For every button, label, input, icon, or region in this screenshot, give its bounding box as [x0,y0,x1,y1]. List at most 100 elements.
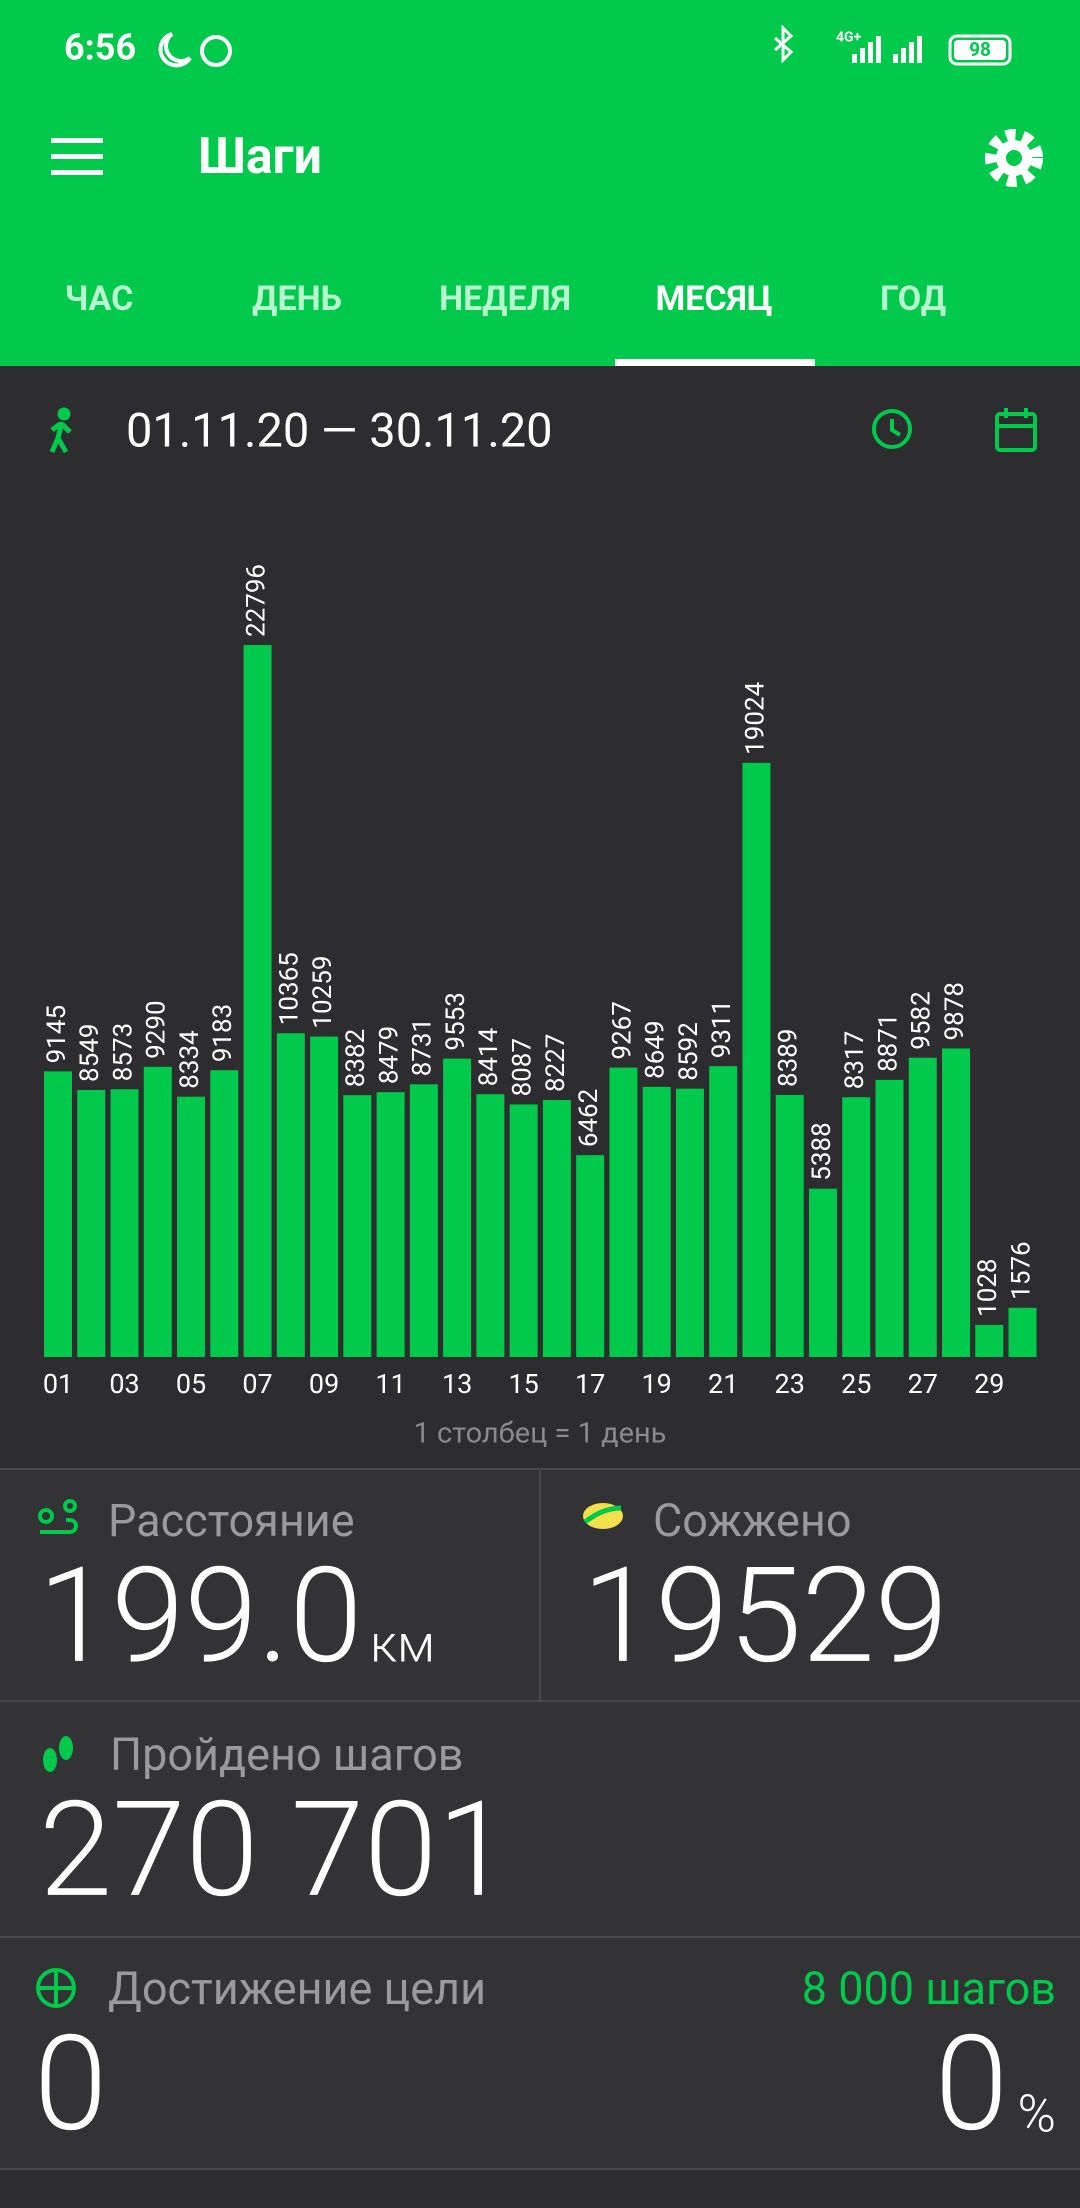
steps-value: 270 701 [39,1774,510,1928]
moon-icon [158,32,192,68]
burned-value: 19529 [582,1540,948,1694]
x-tick-label: 11 [375,1368,405,1400]
value-label: 9183 [208,1004,238,1062]
bar [709,1066,738,1357]
battery-level [954,40,1006,60]
value-label: 10259 [308,956,338,1029]
bar [842,1097,871,1357]
tab[interactable]: ДЕНЬ [252,279,342,319]
value-label: 9553 [441,992,471,1050]
battery-icon [948,34,1012,66]
bar [409,1084,438,1357]
x-tick-label: 17 [575,1368,605,1400]
value-label: 8871 [873,1013,903,1071]
bar [276,1033,305,1357]
value-label: 8549 [75,1024,105,1082]
tab-selected[interactable]: МЕСЯЦ [655,279,772,319]
bar [177,1096,206,1357]
bar [808,1188,837,1357]
bar [609,1067,638,1357]
value-label: 9878 [940,982,970,1040]
burger-icon [583,1503,623,1529]
goal-icon [36,1968,76,2008]
burned-label: Сожжено [653,1494,851,1547]
value-label: 10365 [275,952,305,1025]
bar [975,1324,1004,1357]
x-tick-label: 07 [242,1368,272,1400]
network-type: 4G+ [836,30,862,46]
signal-icons [852,36,922,63]
value-label: 9145 [42,1005,72,1063]
x-tick-label: 15 [508,1368,538,1400]
bar [44,1071,72,1357]
settings-button[interactable] [985,129,1043,187]
x-tick-label: 23 [775,1368,805,1400]
bar [143,1066,172,1357]
value-label: 8389 [774,1029,804,1087]
bar [942,1048,971,1357]
alarm-icon [200,35,232,67]
bar [343,1095,372,1357]
bar [243,645,272,1357]
bar [576,1155,605,1357]
value-label: 9290 [142,1000,172,1058]
chart-caption: 1 столбец = 1 день [414,1417,667,1451]
value-label: 8414 [474,1027,504,1086]
value-label: 9311 [707,1000,737,1058]
distance-value: 199.0 [38,1540,362,1694]
x-tick-label: 01 [43,1368,73,1400]
history-button[interactable] [872,409,912,449]
x-tick-label: 13 [442,1368,472,1400]
calendar-button[interactable] [995,408,1037,452]
bar [77,1089,106,1357]
bar [742,762,771,1357]
steps-label: Пройдено шагов [110,1728,464,1781]
status-time: 6:56 [64,27,136,69]
value-label: 8649 [641,1020,671,1078]
goal-percent-unit: % [1018,2084,1056,2145]
x-tick-label: 05 [176,1368,206,1400]
value-label: 8382 [341,1029,371,1087]
tab[interactable]: НЕДЕЛЯ [439,279,571,319]
value-label: 8731 [408,1018,438,1076]
value-label: 9582 [907,991,937,1049]
bar [1008,1307,1037,1357]
bar [542,1100,571,1357]
steps-icon [43,1736,73,1772]
goal-value: 0 [34,2008,107,2162]
distance-icon [38,1499,78,1534]
distance-unit: км [370,1614,435,1675]
toolbar-title: Шаги [198,128,322,186]
value-label: 8573 [108,1023,138,1081]
date-range: 01.11.20 — 30.11.20 [126,403,553,458]
bar [210,1070,239,1357]
tab[interactable]: ЧАС [65,279,134,319]
bar [476,1094,505,1357]
value-label: 8227 [541,1034,571,1092]
value-label: 22796 [241,564,271,637]
x-tick-label: 25 [841,1368,871,1400]
goal-percent: 0 [935,2008,1008,2162]
value-label: 8087 [508,1038,538,1096]
bar [509,1104,538,1357]
dividers [0,1468,1080,2170]
value-label: 1576 [1006,1241,1036,1299]
goal-target: 8 000 шагов [802,1962,1056,2015]
bar [310,1036,339,1357]
distance-label: Расстояние [108,1494,355,1547]
x-tick-label: 29 [974,1368,1004,1400]
bar [875,1079,904,1357]
goal-label: Достижение цели [108,1962,486,2015]
battery-text: 98 [969,38,991,61]
bar [110,1089,139,1357]
value-label: 9267 [607,1001,637,1059]
tab[interactable]: ГОД [880,279,946,319]
bar [675,1088,704,1357]
x-tick-label: 27 [908,1368,938,1400]
menu-button[interactable] [51,138,103,175]
value-label: 8592 [674,1022,704,1080]
bar [642,1086,671,1357]
